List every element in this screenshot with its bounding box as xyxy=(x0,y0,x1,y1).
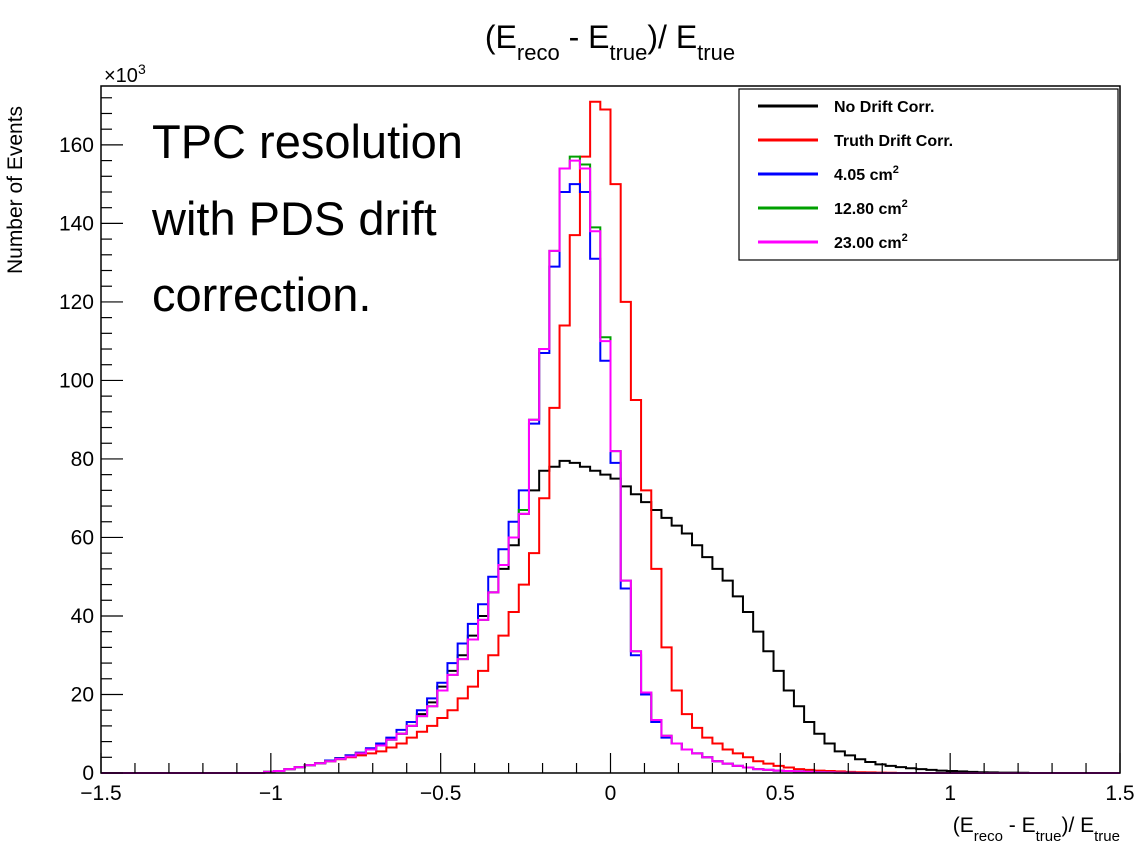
legend: No Drift Corr. Truth Drift Corr. 4.05 cm2 1… xyxy=(738,88,1119,261)
annotation-line-2: with PDS drift xyxy=(151,192,437,245)
legend-label-5: 23.00 cm2 xyxy=(834,232,908,252)
annotation-line-3: correction. xyxy=(152,268,371,321)
y-tick-label: 20 xyxy=(71,683,94,706)
x-tick-label: −0.5 xyxy=(420,782,461,805)
x-tick-label: 1 xyxy=(944,782,956,805)
y-tick-label: 80 xyxy=(71,448,94,471)
legend-label-1: No Drift Corr. xyxy=(834,99,934,116)
legend-label-4: 12.80 cm2 xyxy=(834,198,908,218)
annotation-text: TPC resolution with PDS drift correction… xyxy=(151,115,476,321)
y-tick-label: 140 xyxy=(59,212,94,235)
y-axis-title: Number of Events xyxy=(4,106,27,274)
x-tick-label: −1.5 xyxy=(80,782,121,805)
y-tick-label: 0 xyxy=(82,762,94,785)
y-tick-label: 60 xyxy=(71,526,94,549)
y-tick-label: 160 xyxy=(59,134,94,157)
chart-title: (Ereco - Etrue)/ Etrue xyxy=(485,19,735,65)
x-tick-label: 0 xyxy=(605,782,617,805)
x-axis-title: (Ereco - Etrue)/ Etrue xyxy=(953,814,1120,845)
x-tick-label: −1 xyxy=(259,782,283,805)
y-tick-label: 40 xyxy=(71,605,94,628)
y-tick-label: 100 xyxy=(59,369,94,392)
x-tick-label: 0.5 xyxy=(766,782,795,805)
series-line-1 xyxy=(101,459,1120,774)
y-multiplier: ×103 xyxy=(104,61,146,87)
legend-label-3: 4.05 cm2 xyxy=(834,164,899,184)
legend-label-2: Truth Drift Corr. xyxy=(834,133,953,150)
x-tick-label: 1.5 xyxy=(1105,782,1134,805)
y-tick-label: 120 xyxy=(59,291,94,314)
plot-area: −1.5 −1 −0.5 0 0.5 1 1.5 0 20 40 60 80 100 120 140 160 xyxy=(59,85,1135,805)
annotation-line-1: TPC resolution xyxy=(152,115,463,168)
